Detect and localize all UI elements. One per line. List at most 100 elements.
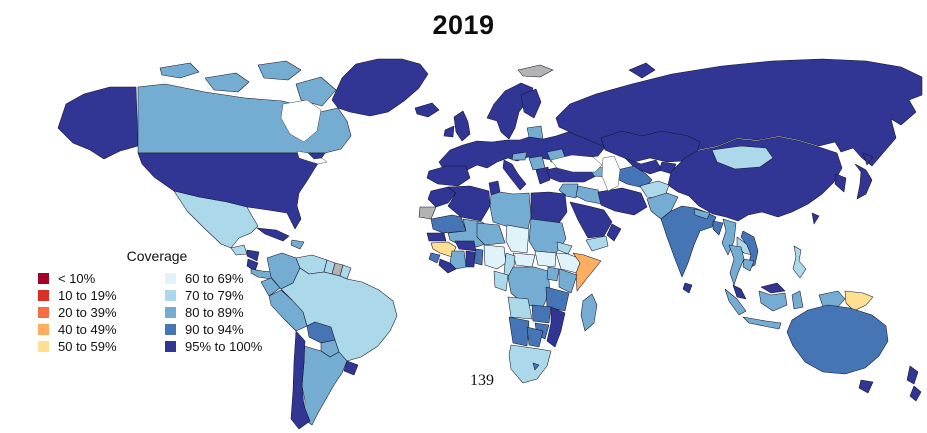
legend-item: < 10% [38, 272, 149, 285]
country-zambia [531, 304, 552, 324]
country-namibia [508, 316, 530, 347]
country-ireland [443, 125, 455, 138]
country-finland [520, 88, 542, 119]
legend-item: 40 to 49% [38, 323, 149, 336]
legend-swatch-95-100 [165, 341, 176, 352]
legend-label: 95% to 100% [185, 339, 263, 354]
country-iraq [575, 185, 603, 205]
country-kazakhstan [600, 130, 701, 163]
legend-swatch-60-69 [165, 273, 176, 284]
legend-swatch-70-79 [165, 290, 176, 301]
country-malaysia [732, 284, 747, 300]
country-western-sahara [418, 206, 437, 220]
country-italy [502, 159, 527, 191]
country-japan-hokkaido [862, 152, 874, 166]
legend-label: 70 to 79% [185, 288, 244, 303]
country-levant [558, 183, 579, 199]
country-arctic-island [295, 76, 337, 107]
country-togo-benin [473, 248, 484, 266]
country-nigeria [483, 244, 507, 270]
country-chile [290, 330, 311, 430]
country-svalbard [517, 64, 554, 78]
country-java [742, 316, 782, 330]
country-burkina-faso [454, 240, 477, 252]
country-madagascar [580, 293, 598, 332]
page-number: 139 [470, 372, 494, 389]
legend-label: < 10% [58, 271, 96, 286]
country-uk [453, 110, 471, 142]
country-philippines [792, 245, 807, 279]
country-oman [606, 223, 622, 242]
country-sumatra [724, 288, 747, 316]
country-myanmar [721, 218, 737, 256]
country-uganda [546, 266, 560, 282]
legend-title: Coverage [126, 248, 188, 264]
country-new-zealand [906, 365, 922, 402]
country-liberia [438, 258, 457, 274]
country-balkans [528, 155, 546, 171]
country-bangladesh [712, 220, 724, 236]
country-japan [854, 163, 873, 200]
country-korea [834, 173, 847, 193]
country-argentina [301, 345, 348, 426]
country-botswana [526, 326, 544, 348]
country-south-africa [508, 344, 552, 384]
legend-swatch-50-59 [38, 341, 49, 352]
legend-label: 40 to 49% [58, 322, 117, 337]
country-yemen [585, 235, 609, 252]
country-india [660, 205, 717, 278]
legend-swatch-90-94 [165, 324, 176, 335]
country-niger [476, 222, 506, 246]
country-australia [786, 304, 889, 375]
legend-label: 60 to 69% [185, 271, 244, 286]
legend-swatch-20-39 [38, 307, 49, 318]
country-ivory-coast [449, 250, 467, 270]
country-libya [489, 191, 532, 230]
coverage-legend: Coverage < 10% 10 to 19% 20 to 39% 40 to… [38, 248, 276, 353]
country-austria [511, 151, 528, 161]
country-senegal [426, 232, 447, 242]
country-iceland [414, 102, 440, 118]
legend-swatch-80-89 [165, 307, 176, 318]
great-lakes-water [296, 150, 328, 165]
country-tasmania [858, 379, 874, 394]
country-west-papua [818, 290, 846, 310]
country-mongolia [711, 145, 774, 170]
country-algeria [447, 185, 491, 222]
country-cuba [256, 227, 290, 242]
legend-column-left: < 10% 10 to 19% 20 to 39% 40 to 49% 50 t… [38, 272, 149, 353]
country-ghana [465, 250, 476, 268]
legend-item: 10 to 19% [38, 289, 149, 302]
country-taiwan [811, 212, 820, 225]
country-cambodia [742, 258, 755, 272]
legend-label: 10 to 19% [58, 288, 117, 303]
country-iran [597, 187, 648, 216]
hudson-bay-water [280, 99, 322, 143]
black-sea-water [550, 154, 603, 173]
country-sierra-leone [428, 252, 441, 264]
legend-item: 50 to 59% [38, 340, 149, 353]
country-nepal [693, 208, 711, 220]
country-mozambique [546, 306, 566, 348]
country-borneo-indonesia [758, 290, 788, 312]
legend-swatch-lt10 [38, 273, 49, 284]
country-chad [505, 224, 530, 254]
country-lesotho [532, 362, 540, 371]
legend-swatch-40-49 [38, 324, 49, 335]
country-arctic-island [204, 72, 250, 93]
country-alaska [57, 86, 139, 160]
legend-item: 60 to 69% [165, 272, 276, 285]
country-egypt [530, 191, 568, 224]
country-uruguay [343, 360, 359, 376]
map-title: 2019 [432, 10, 495, 40]
country-congo-gabon [493, 270, 509, 292]
country-mauritania [430, 214, 467, 234]
country-novaya-zemlya [628, 62, 656, 79]
legend-item: 95% to 100% [165, 340, 276, 353]
country-greenland [331, 58, 429, 117]
country-ecuador [260, 277, 281, 297]
country-eritrea [556, 241, 573, 255]
legend-label: 90 to 94% [185, 322, 244, 337]
